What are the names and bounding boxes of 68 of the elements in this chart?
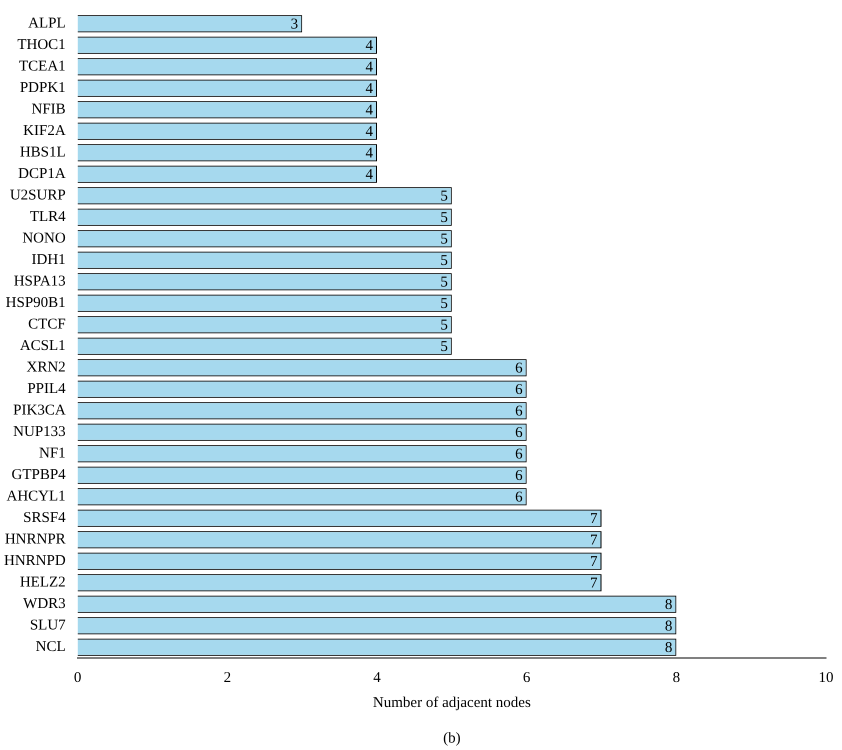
data-label: 5 [440, 318, 448, 334]
data-label: 3 [290, 16, 298, 33]
data-label: 6 [515, 404, 524, 420]
y-tick-label: HBS1L [20, 144, 66, 161]
data-label: 4 [366, 124, 374, 140]
x-tick-label: 8 [672, 670, 680, 686]
y-tick-label: SRSF4 [23, 510, 66, 526]
data-label: 7 [590, 532, 598, 549]
y-tick-label: WDR3 [23, 596, 66, 612]
data-label: 5 [440, 210, 448, 226]
data-label: 7 [590, 576, 598, 592]
data-label: 4 [366, 81, 374, 98]
y-tick-label: HNRNPR [4, 532, 66, 548]
y-tick-label: CTCF [28, 316, 66, 333]
data-label: 5 [440, 274, 448, 291]
y-tick-label: ALPL [28, 16, 66, 32]
y-tick-label: KIF2A [23, 123, 66, 140]
y-tick-label: PIK3CA [13, 402, 66, 419]
y-tick-label: HNRNPD [4, 553, 66, 570]
y-tick-label: GTPBP4 [11, 467, 66, 484]
x-tick-label: 0 [74, 670, 82, 686]
y-tick-label: NONO [22, 230, 66, 247]
data-label: 8 [664, 640, 672, 656]
data-label: 7 [590, 554, 598, 570]
data-label: 5 [440, 339, 448, 356]
data-label: 4 [366, 38, 374, 54]
x-axis-title: Number of adjacent nodes [372, 694, 531, 711]
data-label: 6 [515, 425, 524, 442]
y-tick-label: U2SURP [10, 188, 66, 204]
data-label: 5 [440, 188, 448, 205]
data-label: 5 [440, 253, 448, 270]
y-tick-label: NUP133 [13, 424, 66, 440]
data-label: 4 [366, 146, 374, 162]
y-tick-label: HSP90B1 [6, 295, 66, 312]
y-tick-label: NCL [36, 639, 66, 656]
data-label: 6 [515, 360, 524, 377]
y-tick-label: NF1 [38, 446, 66, 462]
y-tick-label: IDH1 [32, 252, 66, 268]
y-tick-label: PPIL4 [27, 381, 66, 398]
y-tick-label: NFIB [31, 102, 66, 118]
data-label: 4 [366, 102, 374, 119]
data-label: 4 [366, 167, 374, 184]
y-tick-label: TCEA1 [19, 58, 66, 75]
data-label: 6 [515, 468, 524, 484]
data-label: 6 [515, 446, 524, 463]
data-label: 6 [515, 382, 524, 398]
x-tick-label: 2 [224, 670, 232, 686]
data-label: 4 [366, 60, 374, 76]
data-label: 6 [515, 490, 524, 506]
data-label: 7 [590, 511, 598, 528]
data-label: 5 [440, 296, 448, 312]
data-label: 8 [664, 597, 672, 614]
y-tick-label: XRN2 [26, 360, 66, 376]
y-tick-label: HELZ2 [20, 574, 66, 591]
y-tick-label: ACSL1 [20, 338, 66, 354]
y-tick-label: HSPA13 [14, 274, 66, 290]
y-tick-label: PDPK1 [20, 80, 66, 96]
y-tick-label: THOC1 [17, 37, 66, 54]
y-tick-label: AHCYL1 [6, 488, 66, 505]
x-tick-label: 6 [522, 670, 531, 686]
data-label: 5 [440, 232, 448, 248]
x-tick-label: 10 [818, 670, 834, 686]
data-label: 8 [664, 618, 672, 635]
y-tick-label: TLR4 [30, 209, 66, 226]
y-tick-label: SLU7 [30, 618, 66, 634]
y-tick-label: DCP1A [18, 166, 66, 182]
x-tick-label: 4 [373, 670, 382, 686]
text: (b) [443, 730, 461, 746]
